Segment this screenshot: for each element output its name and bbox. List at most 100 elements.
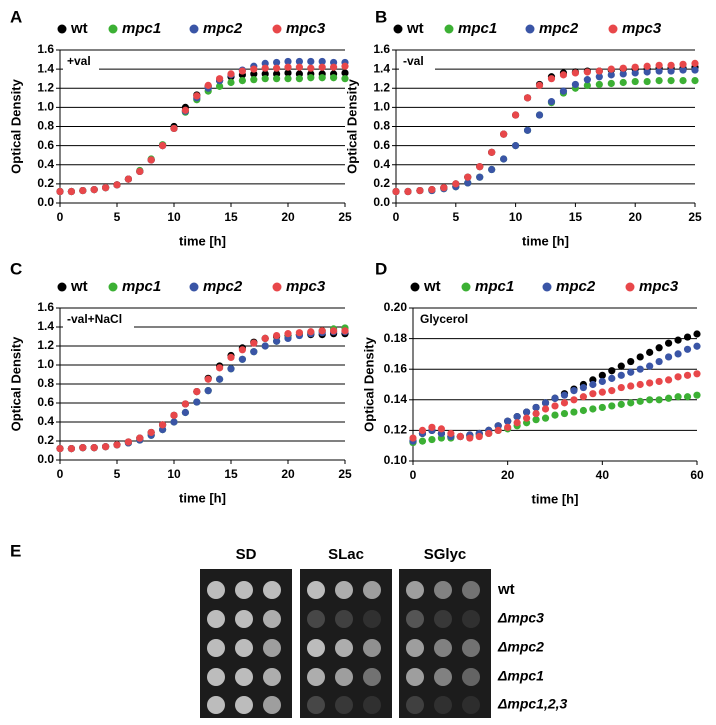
data-point <box>665 394 673 402</box>
data-point <box>418 426 427 434</box>
colony-spot <box>406 610 424 628</box>
colony-spot <box>207 696 225 714</box>
legend-label: wt <box>406 20 424 37</box>
data-point <box>532 416 540 424</box>
data-point <box>683 393 692 401</box>
data-point <box>693 391 701 399</box>
data-point <box>617 400 625 408</box>
colony-spot <box>263 639 281 657</box>
data-point <box>598 403 606 412</box>
data-point <box>216 82 224 90</box>
y-tick-label: 0.2 <box>373 176 390 190</box>
data-point <box>307 64 315 72</box>
data-point <box>589 405 597 413</box>
data-point <box>147 428 155 437</box>
data-point <box>674 373 682 381</box>
data-point <box>90 444 98 452</box>
data-point <box>619 70 627 78</box>
data-point <box>181 408 189 417</box>
data-point <box>476 163 484 171</box>
data-point <box>193 388 201 396</box>
legend-marker <box>108 282 118 292</box>
data-point <box>627 399 635 407</box>
data-point <box>579 393 588 401</box>
data-point <box>679 60 687 68</box>
data-point <box>485 429 493 438</box>
data-point <box>570 408 578 416</box>
data-point <box>227 365 235 373</box>
data-point <box>511 142 520 150</box>
legend-marker <box>108 24 118 34</box>
x-tick-label: 25 <box>338 210 352 224</box>
data-point <box>607 65 615 73</box>
colony-spot <box>462 610 480 628</box>
data-point <box>295 57 303 66</box>
data-point <box>124 175 132 183</box>
data-point <box>627 357 635 366</box>
data-point <box>532 403 540 412</box>
data-point <box>330 63 338 71</box>
data-point <box>643 62 651 70</box>
data-point <box>583 81 591 89</box>
legend-label: wt <box>70 20 88 37</box>
colony-spot <box>307 639 325 657</box>
data-point <box>617 383 625 392</box>
data-point <box>679 66 687 74</box>
data-point <box>273 64 281 72</box>
data-point <box>227 78 235 87</box>
data-point <box>617 371 625 379</box>
data-point <box>571 80 580 89</box>
data-point <box>617 362 625 370</box>
data-point <box>318 57 326 66</box>
data-point <box>560 409 569 418</box>
data-point <box>159 142 167 150</box>
data-point <box>631 63 639 71</box>
column-header: SLac <box>328 546 364 563</box>
row-label: Δmpc1,2,3 <box>497 696 568 712</box>
data-point <box>570 387 578 395</box>
x-axis-label: time [h] <box>532 491 579 506</box>
data-point <box>330 74 338 82</box>
data-point <box>341 75 349 83</box>
y-tick-label: 1.2 <box>37 80 54 94</box>
annotation-bg <box>416 312 480 328</box>
data-point <box>679 77 687 85</box>
data-point <box>170 124 178 133</box>
y-tick-label: 1.0 <box>373 100 390 114</box>
colony-spot <box>207 639 225 657</box>
colony-spot <box>207 668 225 686</box>
annotation-bg <box>399 54 435 70</box>
x-tick-label: 20 <box>281 467 295 481</box>
data-point <box>170 411 178 419</box>
data-point <box>655 77 663 85</box>
data-point <box>667 61 675 69</box>
data-point <box>683 333 692 341</box>
x-tick-label: 15 <box>569 210 583 224</box>
data-point <box>147 156 155 164</box>
data-point <box>683 345 692 353</box>
data-point <box>535 111 544 119</box>
data-point <box>318 327 326 335</box>
data-point <box>608 367 616 375</box>
x-tick-label: 20 <box>281 210 295 224</box>
y-tick-label: 1.2 <box>37 338 54 352</box>
data-point <box>535 81 544 89</box>
data-point <box>79 444 87 452</box>
data-point <box>56 187 64 196</box>
data-point <box>667 77 675 85</box>
x-axis-label: time [h] <box>179 490 226 505</box>
data-point <box>595 67 603 75</box>
x-tick-label: 5 <box>114 467 121 481</box>
colony-spot <box>363 639 381 657</box>
legend-label: mpc3 <box>286 20 326 37</box>
data-point <box>571 69 580 77</box>
data-point <box>504 423 512 431</box>
data-point <box>665 353 673 361</box>
y-tick-label: 1.6 <box>373 42 390 56</box>
data-point <box>273 337 281 345</box>
y-tick-label: 0.0 <box>37 195 54 209</box>
y-tick-label: 0.6 <box>373 138 390 152</box>
data-point <box>551 394 559 402</box>
row-label: Δmpc2 <box>497 639 544 655</box>
data-point <box>559 71 568 79</box>
